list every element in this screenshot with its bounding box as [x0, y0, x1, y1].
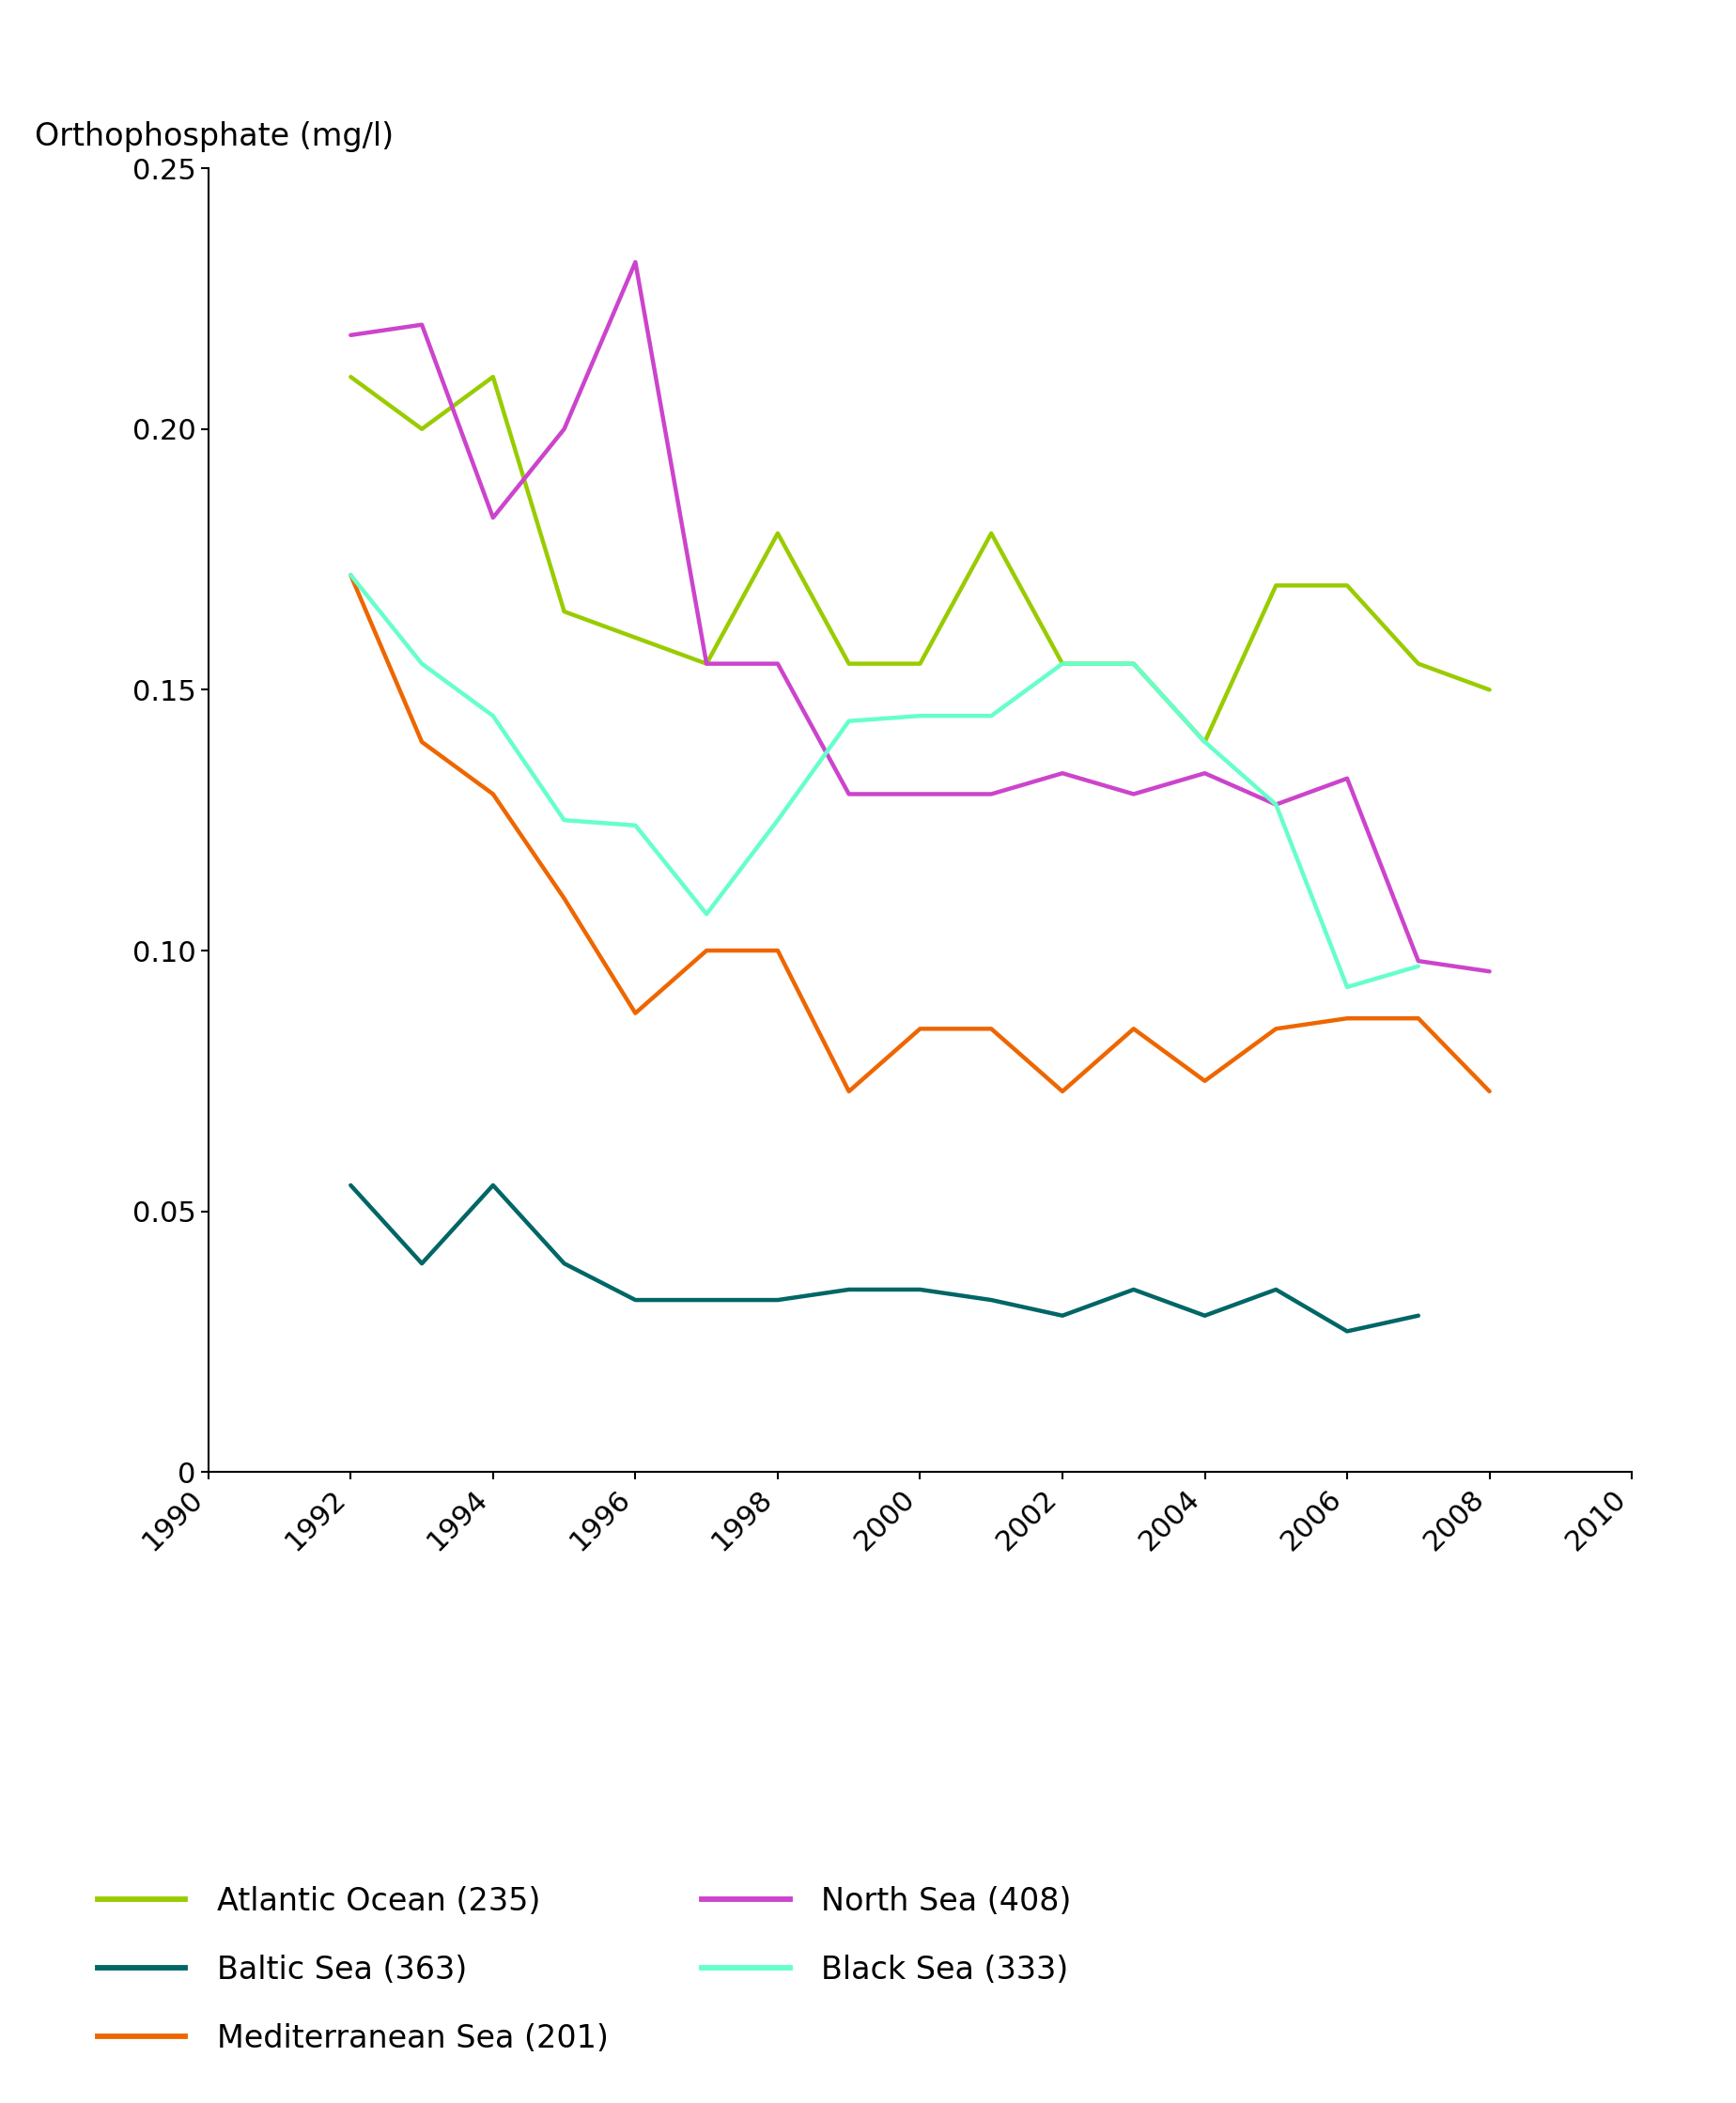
Baltic Sea (363): [1194, 1304, 1215, 1329]
Atlantic Ocean (235): [767, 522, 788, 547]
Baltic Sea (363): [1337, 1319, 1358, 1344]
North Sea (408): [1123, 782, 1144, 808]
Black Sea (333): [483, 702, 503, 728]
Black Sea (333): [1194, 730, 1215, 755]
Black Sea (333): [838, 709, 859, 734]
Black Sea (333): [767, 808, 788, 833]
Atlantic Ocean (235): [981, 522, 1002, 547]
North Sea (408): [696, 652, 717, 677]
Black Sea (333): [554, 808, 575, 833]
Mediterranean Sea (201): [1052, 1079, 1073, 1104]
Atlantic Ocean (235): [1266, 572, 1286, 597]
Atlantic Ocean (235): [1337, 572, 1358, 597]
Atlantic Ocean (235): [1123, 652, 1144, 677]
Black Sea (333): [696, 902, 717, 927]
Baltic Sea (363): [1408, 1304, 1429, 1329]
Line: North Sea (408): North Sea (408): [351, 263, 1489, 972]
Mediterranean Sea (201): [411, 730, 432, 755]
Atlantic Ocean (235): [483, 364, 503, 389]
Mediterranean Sea (201): [625, 1001, 646, 1026]
Atlantic Ocean (235): [1194, 730, 1215, 755]
Baltic Sea (363): [411, 1251, 432, 1277]
Black Sea (333): [411, 652, 432, 677]
North Sea (408): [910, 782, 930, 808]
Baltic Sea (363): [1052, 1304, 1073, 1329]
Black Sea (333): [1337, 974, 1358, 999]
Line: Mediterranean Sea (201): Mediterranean Sea (201): [351, 574, 1489, 1091]
North Sea (408): [767, 652, 788, 677]
Mediterranean Sea (201): [838, 1079, 859, 1104]
Black Sea (333): [1123, 652, 1144, 677]
North Sea (408): [981, 782, 1002, 808]
North Sea (408): [1266, 793, 1286, 818]
Atlantic Ocean (235): [1479, 677, 1500, 702]
Atlantic Ocean (235): [625, 625, 646, 650]
Line: Black Sea (333): Black Sea (333): [351, 574, 1418, 986]
North Sea (408): [483, 505, 503, 530]
Legend: Atlantic Ocean (235), Baltic Sea (363), Mediterranean Sea (201), North Sea (408): Atlantic Ocean (235), Baltic Sea (363), …: [85, 1874, 1083, 2067]
Baltic Sea (363): [1123, 1277, 1144, 1302]
Mediterranean Sea (201): [1194, 1068, 1215, 1094]
Black Sea (333): [340, 562, 361, 587]
North Sea (408): [838, 782, 859, 808]
Mediterranean Sea (201): [696, 938, 717, 963]
Text: Orthophosphate (mg/l): Orthophosphate (mg/l): [35, 122, 394, 151]
Black Sea (333): [981, 702, 1002, 728]
North Sea (408): [1408, 948, 1429, 974]
Baltic Sea (363): [838, 1277, 859, 1302]
Baltic Sea (363): [767, 1287, 788, 1312]
Atlantic Ocean (235): [554, 599, 575, 625]
Mediterranean Sea (201): [1408, 1005, 1429, 1030]
North Sea (408): [1337, 765, 1358, 791]
Baltic Sea (363): [696, 1287, 717, 1312]
Mediterranean Sea (201): [910, 1016, 930, 1041]
North Sea (408): [554, 416, 575, 442]
Mediterranean Sea (201): [340, 562, 361, 587]
Black Sea (333): [1266, 793, 1286, 818]
Mediterranean Sea (201): [1123, 1016, 1144, 1041]
North Sea (408): [1052, 761, 1073, 787]
North Sea (408): [1479, 959, 1500, 984]
Line: Atlantic Ocean (235): Atlantic Ocean (235): [351, 376, 1489, 742]
Atlantic Ocean (235): [838, 652, 859, 677]
Baltic Sea (363): [340, 1173, 361, 1199]
Mediterranean Sea (201): [767, 938, 788, 963]
Baltic Sea (363): [554, 1251, 575, 1277]
Atlantic Ocean (235): [910, 652, 930, 677]
North Sea (408): [340, 322, 361, 347]
Atlantic Ocean (235): [340, 364, 361, 389]
Atlantic Ocean (235): [1052, 652, 1073, 677]
Black Sea (333): [910, 702, 930, 728]
Baltic Sea (363): [625, 1287, 646, 1312]
Mediterranean Sea (201): [1479, 1079, 1500, 1104]
North Sea (408): [411, 311, 432, 336]
Mediterranean Sea (201): [483, 782, 503, 808]
Atlantic Ocean (235): [696, 652, 717, 677]
Baltic Sea (363): [981, 1287, 1002, 1312]
Black Sea (333): [1408, 953, 1429, 978]
Line: Baltic Sea (363): Baltic Sea (363): [351, 1186, 1418, 1331]
Black Sea (333): [625, 812, 646, 837]
Mediterranean Sea (201): [554, 885, 575, 911]
North Sea (408): [1194, 761, 1215, 787]
Black Sea (333): [1052, 652, 1073, 677]
Mediterranean Sea (201): [981, 1016, 1002, 1041]
Mediterranean Sea (201): [1337, 1005, 1358, 1030]
Mediterranean Sea (201): [1266, 1016, 1286, 1041]
Atlantic Ocean (235): [1408, 652, 1429, 677]
North Sea (408): [625, 250, 646, 275]
Baltic Sea (363): [1266, 1277, 1286, 1302]
Baltic Sea (363): [910, 1277, 930, 1302]
Atlantic Ocean (235): [411, 416, 432, 442]
Baltic Sea (363): [483, 1173, 503, 1199]
